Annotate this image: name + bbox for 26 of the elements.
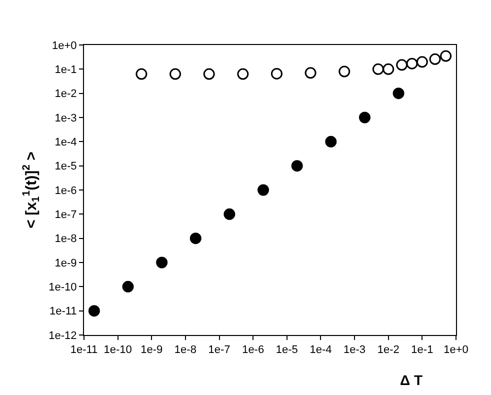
x-tick-label: 1e-9 bbox=[140, 344, 163, 356]
y-tick-label: 1e-5 bbox=[54, 160, 77, 173]
x-tick-label: 1e-3 bbox=[344, 344, 366, 356]
y-tick-label: 1e-8 bbox=[54, 233, 77, 246]
y-tick-label: 1e-4 bbox=[54, 136, 77, 149]
x-tick-label: 1e-7 bbox=[208, 344, 230, 356]
x-tick-label: 1e-1 bbox=[411, 344, 434, 356]
y-tick-label: 1e-10 bbox=[48, 282, 77, 294]
x-tick-label: 1e-5 bbox=[276, 344, 298, 356]
y-tick-label: 1e-12 bbox=[48, 330, 77, 342]
y-tick-label: 1e-7 bbox=[54, 209, 77, 222]
y-tick-label: 1e-6 bbox=[54, 184, 77, 197]
y-tick-label: 1e-3 bbox=[54, 112, 77, 124]
y-tick-label: 1e-9 bbox=[54, 257, 77, 270]
x-tick-label: 1e-6 bbox=[242, 344, 264, 356]
x-tick-label: 1e-10 bbox=[104, 344, 132, 356]
x-tick-label: 1e-8 bbox=[174, 344, 196, 356]
x-tick-label: 1e-4 bbox=[310, 344, 332, 356]
x-tick-label: 1e+0 bbox=[444, 344, 468, 356]
y-tick-label: 1e-11 bbox=[49, 306, 77, 318]
x-tick-label: 1e-2 bbox=[377, 344, 400, 356]
x-axis-title: Δ T bbox=[400, 372, 423, 388]
y-tick-label: 1e-2 bbox=[54, 88, 77, 100]
x-tick-label: 1e-11 bbox=[70, 344, 98, 356]
y-tick-label: 1e-1 bbox=[54, 64, 77, 76]
y-tick-label: 1e+0 bbox=[52, 40, 77, 52]
